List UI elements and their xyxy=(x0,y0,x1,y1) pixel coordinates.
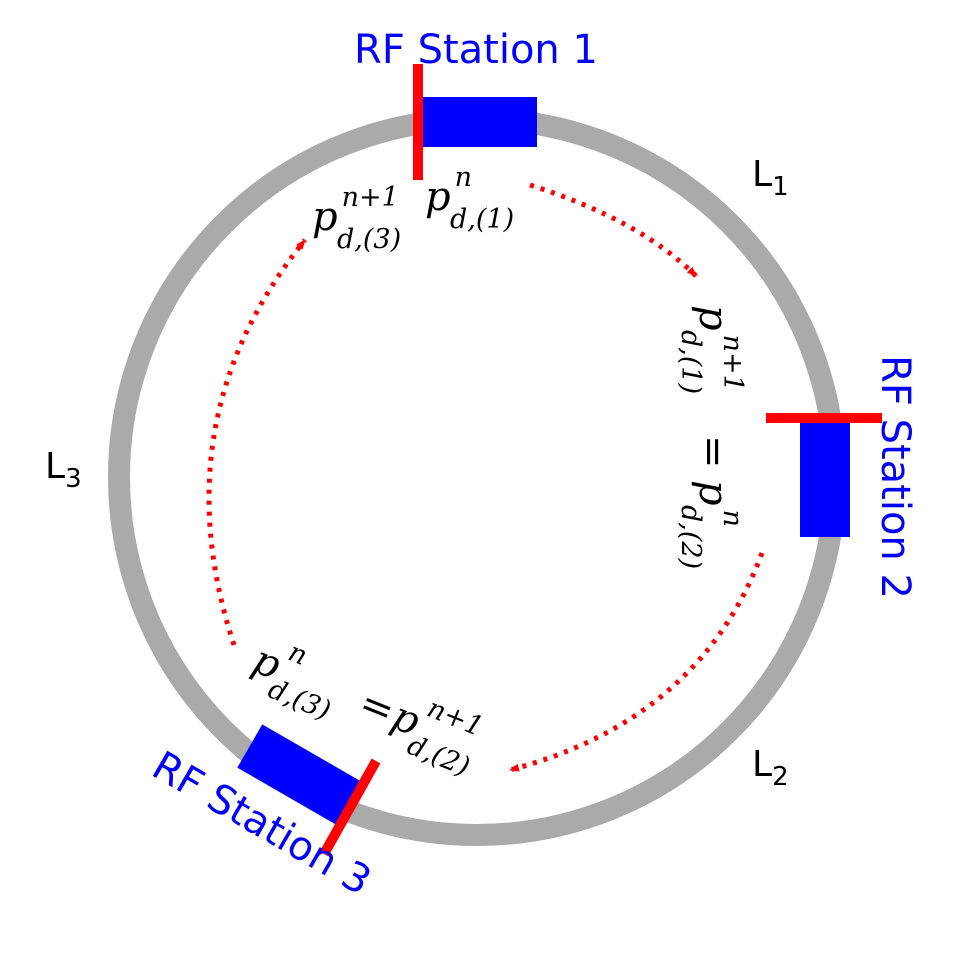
momentum-p-d1-n: p n d,(1) xyxy=(425,162,514,235)
rf-station-1-cavity xyxy=(422,97,537,147)
section-label-l2: L2 xyxy=(752,744,789,792)
rf-station-3-cavity xyxy=(237,724,362,826)
momentum-p-d3-n1: p n+1 d,(3) xyxy=(312,182,401,255)
arrow-station3-to-station1 xyxy=(206,238,307,646)
arrow-station2-to-station3 xyxy=(509,552,765,773)
section-label-l1: L1 xyxy=(752,154,789,202)
rf-station-2-cavity xyxy=(800,422,850,537)
rf-station-2-label: RF Station 2 xyxy=(872,355,918,599)
rf-station-1-label: RF Station 1 xyxy=(354,27,598,73)
section-label-l3: L3 xyxy=(45,446,82,494)
rf-station-3-marker xyxy=(319,758,381,857)
momentum-equation-station2: pn+1d,(1)=pnd,(2) xyxy=(675,305,748,569)
arrow-station1-to-station2 xyxy=(529,182,698,278)
